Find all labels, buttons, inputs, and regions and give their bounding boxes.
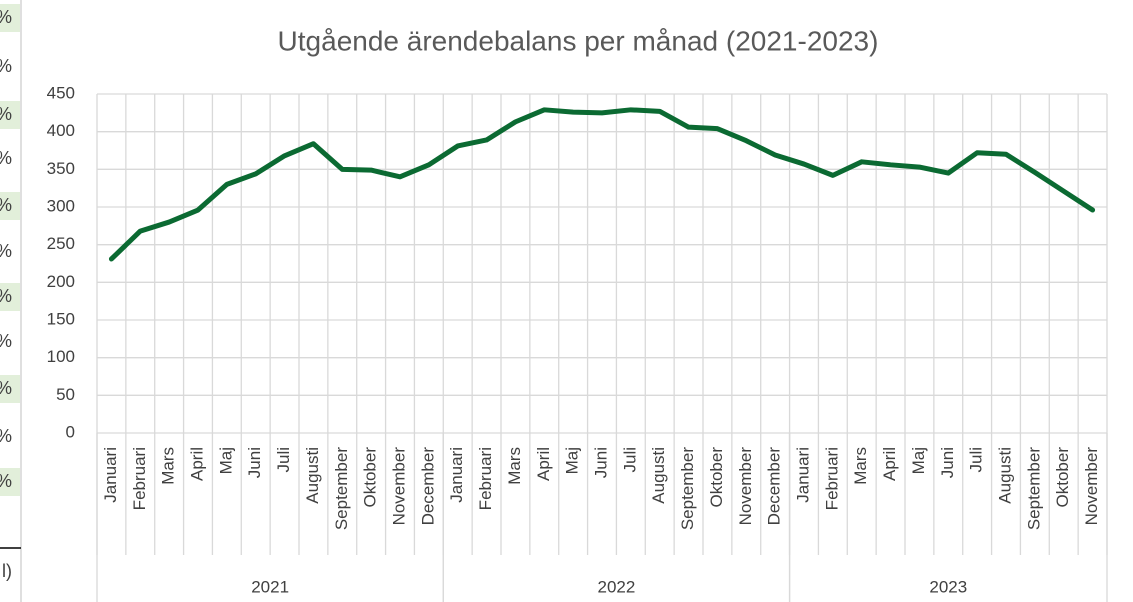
x-tick-label: Juni bbox=[938, 447, 957, 478]
x-tick-label: Augusti bbox=[995, 447, 1014, 504]
x-tick-label: Mars bbox=[851, 447, 870, 485]
x-tick-label: September bbox=[332, 447, 351, 530]
x-tick-label: Februari bbox=[130, 447, 149, 510]
x-tick-label: December bbox=[418, 447, 437, 526]
x-tick-label: Juni bbox=[245, 447, 264, 478]
y-tick-label: 450 bbox=[47, 83, 75, 102]
sheet-cell-text: % bbox=[0, 331, 12, 351]
x-tick-label: Oktober bbox=[361, 447, 380, 508]
x-tick-label: April bbox=[880, 447, 899, 481]
x-tick-label: Mars bbox=[159, 447, 178, 485]
sheet-cell-text: % bbox=[0, 7, 12, 27]
sheet-cell bbox=[0, 283, 20, 311]
x-tick-label: Januari bbox=[101, 447, 120, 503]
group-label: 2023 bbox=[929, 577, 967, 596]
x-tick-label: Juli bbox=[274, 447, 293, 473]
x-tick-label: Januari bbox=[793, 447, 812, 503]
y-tick-label: 300 bbox=[47, 196, 75, 215]
x-tick-label: Oktober bbox=[1053, 447, 1072, 508]
x-tick-label: Juli bbox=[620, 447, 639, 473]
x-tick-label: Maj bbox=[216, 447, 235, 474]
data-line bbox=[108, 107, 1096, 262]
y-tick-label: 150 bbox=[47, 309, 75, 328]
x-tick-label: Augusti bbox=[303, 447, 322, 504]
y-tick-label: 0 bbox=[66, 422, 75, 441]
x-tick-label: Mars bbox=[505, 447, 524, 485]
x-tick-label: April bbox=[187, 447, 206, 481]
x-tick-label: April bbox=[534, 447, 553, 481]
y-tick-label: 350 bbox=[47, 159, 75, 178]
sheet-cell-text: % bbox=[0, 286, 12, 306]
sheet-cell bbox=[0, 4, 20, 32]
sheet-cell bbox=[0, 375, 20, 403]
x-tick-label: Februari bbox=[822, 447, 841, 510]
x-tick-label: December bbox=[765, 447, 784, 526]
y-tick-label: 50 bbox=[56, 385, 75, 404]
y-tick-label: 100 bbox=[47, 347, 75, 366]
chart-title: Utgående ärendebalans per månad (2021-20… bbox=[278, 25, 879, 56]
x-tick-label: November bbox=[389, 447, 408, 526]
x-tick-label: Juni bbox=[591, 447, 610, 478]
sheet-cell-text: % bbox=[0, 104, 12, 124]
sheet-cell-text: % bbox=[0, 471, 12, 491]
sheet-cell-text: % bbox=[0, 426, 12, 446]
y-tick-label: 250 bbox=[47, 234, 75, 253]
x-tick-label: Juli bbox=[967, 447, 986, 473]
group-label: 2021 bbox=[251, 577, 289, 596]
x-tick-label: Augusti bbox=[649, 447, 668, 504]
sheet-cell bbox=[0, 101, 20, 129]
x-tick-label: Maj bbox=[563, 447, 582, 474]
x-tick-label: Februari bbox=[476, 447, 495, 510]
x-tick-label: September bbox=[1024, 447, 1043, 530]
x-tick-label: November bbox=[1082, 447, 1101, 526]
x-tick-label: Januari bbox=[447, 447, 466, 503]
group-label: 2022 bbox=[598, 577, 636, 596]
sheet-cell-text: % bbox=[0, 378, 12, 398]
y-tick-label: 200 bbox=[47, 272, 75, 291]
sheet-footer: l) bbox=[2, 561, 12, 581]
x-tick-label: Maj bbox=[909, 447, 928, 474]
sheet-cell bbox=[0, 192, 20, 220]
sheet-cell-text: % bbox=[0, 148, 12, 168]
y-tick-label: 400 bbox=[47, 121, 75, 140]
x-tick-label: September bbox=[678, 447, 697, 530]
sheet-cell-text: % bbox=[0, 241, 12, 261]
x-tick-label: November bbox=[736, 447, 755, 526]
sheet-cell-text: % bbox=[0, 195, 12, 215]
x-tick-label: Oktober bbox=[707, 447, 726, 508]
sheet-cell bbox=[0, 468, 20, 496]
sheet-cell-text: % bbox=[0, 56, 12, 76]
